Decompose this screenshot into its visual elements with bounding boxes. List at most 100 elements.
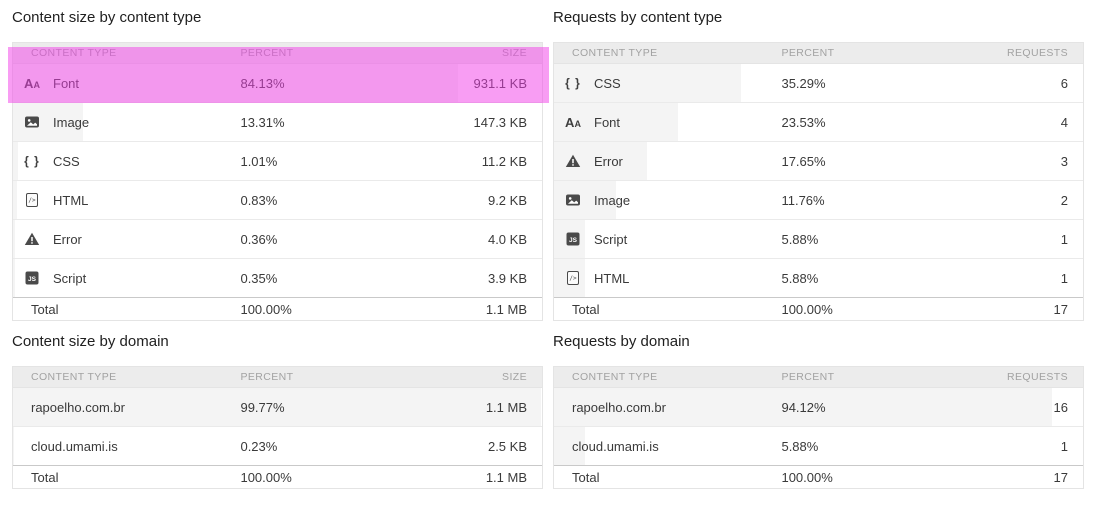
table-row-script[interactable]: JS Script 0.35% 3.9 KB — [13, 258, 542, 297]
total-percent: 100.00% — [781, 469, 833, 485]
table-row-html[interactable]: /> HTML 5.88% 1 — [554, 258, 1083, 297]
domain-label: rapoelho.com.br — [31, 399, 125, 415]
percent-bar — [554, 103, 679, 141]
table-row-html[interactable]: /> HTML 0.83% 9.2 KB — [13, 180, 542, 219]
column-header-content-type: CONTENT TYPE — [572, 371, 658, 383]
content-size-by-domain-table: CONTENT TYPE PERCENT SIZE rapoelho.com.b… — [12, 366, 543, 489]
percent-bar — [554, 64, 741, 102]
page-title: Requests by domain — [553, 333, 690, 350]
percent-cell: 0.83% — [240, 192, 278, 208]
panel-content-size-by-domain: Content size by domain CONTENT TYPE PERC… — [12, 332, 543, 489]
content-type-label: HTML — [594, 270, 630, 286]
table-header: CONTENT TYPE PERCENT REQUESTS — [554, 43, 1083, 64]
table-row-image[interactable]: Image 13.31% 147.3 KB — [13, 102, 542, 141]
percent-cell: 1.01% — [240, 153, 278, 169]
total-percent: 100.00% — [240, 301, 292, 317]
domain-cell: cloud.umami.is — [554, 439, 781, 454]
percent-bar — [554, 388, 1052, 426]
content-size-by-type-table: CONTENT TYPE PERCENT SIZE AA Font 84.13%… — [12, 42, 543, 321]
total-percent: 100.00% — [781, 301, 833, 317]
requests-cell: 1 — [1060, 270, 1068, 286]
content-type-label: Font — [53, 75, 80, 91]
image-icon — [23, 113, 41, 131]
page-title: Content size by domain — [12, 333, 169, 350]
table-row-domain[interactable]: cloud.umami.is 5.88% 1 — [554, 426, 1083, 465]
size-cell: 147.3 KB — [473, 114, 528, 130]
total-size: 1.1 MB — [485, 301, 527, 317]
column-header-requests: REQUESTS — [1007, 47, 1068, 59]
total-row: Total 100.00% 17 — [554, 465, 1083, 488]
table-row-font[interactable]: AA Font 23.53% 4 — [554, 102, 1083, 141]
content-type-cell: JS Script — [13, 269, 240, 287]
total-row: Total 100.00% 17 — [554, 297, 1083, 320]
percent-bar — [554, 181, 617, 219]
table-row-image[interactable]: Image 11.76% 2 — [554, 180, 1083, 219]
page-title: Content size by content type — [12, 9, 202, 26]
total-size: 1.1 MB — [485, 469, 527, 485]
column-header-percent: PERCENT — [781, 371, 835, 383]
percent-bar — [13, 103, 84, 141]
requests-cell: 6 — [1060, 75, 1068, 91]
column-header-percent: PERCENT — [781, 47, 835, 59]
column-header-size: SIZE — [502, 47, 527, 59]
requests-cell: 1 — [1060, 438, 1068, 454]
table-row-domain[interactable]: cloud.umami.is 0.23% 2.5 KB — [13, 426, 542, 465]
percent-cell: 0.23% — [240, 438, 278, 454]
svg-text:JS: JS — [28, 276, 37, 283]
content-type-cell: { } CSS — [13, 152, 240, 170]
percent-cell: 11.76% — [781, 192, 825, 208]
requests-by-domain-table: CONTENT TYPE PERCENT REQUESTS rapoelho.c… — [553, 366, 1084, 489]
html-icon: /> — [23, 191, 41, 209]
percent-bar — [554, 427, 586, 465]
font-icon: AA — [565, 114, 581, 130]
size-cell: 2.5 KB — [487, 438, 527, 454]
content-type-label: CSS — [53, 153, 80, 169]
percent-bar — [13, 259, 15, 297]
content-type-label: Script — [53, 270, 87, 286]
size-cell: 1.1 MB — [485, 399, 527, 415]
total-label: Total — [572, 469, 600, 485]
panel-requests-by-type: Requests by content type CONTENT TYPE PE… — [553, 8, 1084, 321]
content-type-label: Script — [594, 231, 628, 247]
requests-by-type-table: CONTENT TYPE PERCENT REQUESTS { } CSS 35… — [553, 42, 1084, 321]
content-type-label: Image — [53, 114, 90, 130]
percent-cell: 94.12% — [781, 399, 826, 415]
domain-cell: cloud.umami.is — [13, 439, 240, 454]
requests-cell: 3 — [1060, 153, 1068, 169]
total-requests: 17 — [1053, 469, 1068, 485]
total-label: Total — [31, 301, 59, 317]
table-row-error[interactable]: Error 17.65% 3 — [554, 141, 1083, 180]
requests-cell: 2 — [1060, 192, 1068, 208]
content-type-cell: { } CSS — [554, 74, 781, 92]
size-cell: 931.1 KB — [473, 75, 528, 91]
column-header-requests: REQUESTS — [1007, 371, 1068, 383]
table-row-error[interactable]: Error 0.36% 4.0 KB — [13, 219, 542, 258]
error-icon — [23, 230, 41, 248]
percent-cell: 84.13% — [240, 75, 285, 91]
percent-cell: 13.31% — [240, 114, 285, 130]
total-row: Total 100.00% 1.1 MB — [13, 465, 542, 488]
content-type-label: Error — [594, 153, 623, 169]
content-type-label: CSS — [594, 75, 621, 91]
percent-cell: 0.36% — [240, 231, 278, 247]
table-row-font[interactable]: AA Font 84.13% 931.1 KB — [13, 64, 542, 102]
percent-cell: 17.65% — [781, 153, 826, 169]
size-cell: 11.2 KB — [481, 153, 527, 169]
content-type-label: Font — [594, 114, 621, 130]
domain-label: cloud.umami.is — [31, 438, 118, 454]
percent-bar — [13, 388, 541, 426]
table-row-script[interactable]: JS Script 5.88% 1 — [554, 219, 1083, 258]
table-row-domain[interactable]: rapoelho.com.br 94.12% 16 — [554, 388, 1083, 426]
percent-bar — [13, 181, 18, 219]
table-row-css[interactable]: { } CSS 1.01% 11.2 KB — [13, 141, 542, 180]
table-row-domain[interactable]: rapoelho.com.br 99.77% 1.1 MB — [13, 388, 542, 426]
content-type-cell: JS Script — [554, 230, 781, 248]
requests-cell: 16 — [1053, 399, 1068, 415]
content-type-cell: AA Font — [554, 113, 781, 131]
svg-text:/>: /> — [569, 275, 577, 282]
size-cell: 4.0 KB — [487, 231, 527, 247]
total-percent: 100.00% — [240, 469, 292, 485]
table-row-css[interactable]: { } CSS 35.29% 6 — [554, 64, 1083, 102]
column-header-size: SIZE — [502, 371, 527, 383]
table-header: CONTENT TYPE PERCENT SIZE — [13, 367, 542, 388]
